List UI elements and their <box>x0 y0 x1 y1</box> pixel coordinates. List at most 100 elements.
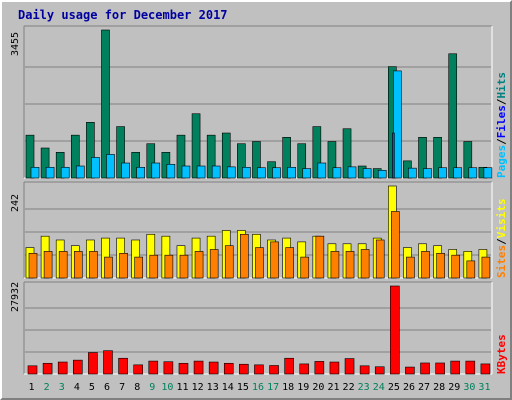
bar-kbytes-day-18 <box>284 357 294 375</box>
day-label-5: 5 <box>89 382 95 393</box>
ymax-label: 27932 <box>10 282 21 312</box>
bar-sites-day-4 <box>73 251 83 279</box>
day-label-31: 31 <box>478 382 490 393</box>
day-label-12: 12 <box>192 382 204 393</box>
day-label-26: 26 <box>403 382 415 393</box>
legend-entry: / <box>495 238 508 245</box>
bar-files-day-19 <box>302 168 312 179</box>
bar-sites-day-26 <box>406 256 415 279</box>
bar-sites-day-22 <box>345 251 355 279</box>
bar-sites-day-24 <box>375 239 385 279</box>
bar-hits-day-21 <box>327 141 337 179</box>
bar-files-day-1 <box>30 166 40 179</box>
bar-files-day-16 <box>257 167 266 179</box>
bar-sites-day-23 <box>360 249 370 279</box>
bar-sites-day-7 <box>119 252 128 279</box>
legend-entry: / <box>495 98 508 105</box>
bar-kbytes-day-4 <box>72 359 83 375</box>
bar-kbytes-day-19 <box>299 363 310 375</box>
chart-title: Daily usage for December 2017 <box>18 8 228 22</box>
bar-files-day-23 <box>362 168 372 179</box>
bar-hits-day-9 <box>146 143 156 179</box>
bar-hits-day-27 <box>418 137 427 179</box>
bar-files-day-26 <box>408 167 417 179</box>
bar-sites-day-28 <box>436 252 445 279</box>
bar-sites-day-2 <box>43 251 53 279</box>
bar-hits-day-4 <box>70 134 80 179</box>
day-label-9: 9 <box>149 382 155 393</box>
bar-files-day-6 <box>106 154 115 179</box>
bar-hits-day-12 <box>191 113 201 179</box>
bar-sites-day-11 <box>179 254 189 279</box>
legend-entry: Files <box>495 105 508 138</box>
bar-kbytes-day-8 <box>133 364 143 375</box>
bar-kbytes-day-24 <box>374 366 385 375</box>
bar-kbytes-day-26 <box>405 366 415 375</box>
day-label-28: 28 <box>433 382 445 393</box>
bar-sites-day-10 <box>164 254 174 279</box>
bar-kbytes-day-2 <box>42 362 53 375</box>
bar-sites-day-3 <box>58 251 68 279</box>
day-label-18: 18 <box>282 382 294 393</box>
day-label-10: 10 <box>161 382 173 393</box>
bar-sites-day-6 <box>104 256 113 279</box>
bar-files-day-5 <box>91 157 100 179</box>
bar-hits-day-8 <box>131 151 140 179</box>
bar-hits-day-3 <box>55 151 65 179</box>
bar-files-day-18 <box>287 166 296 179</box>
legend-entry: Sites <box>495 245 508 278</box>
day-label-15: 15 <box>237 382 249 393</box>
bar-hits-day-28 <box>433 137 442 179</box>
bar-hits-day-2 <box>40 147 50 179</box>
bar-files-day-2 <box>45 166 55 179</box>
day-label-27: 27 <box>418 382 430 393</box>
day-label-17: 17 <box>267 382 279 393</box>
bar-files-day-15 <box>242 166 251 179</box>
bar-hits-day-22 <box>342 128 352 179</box>
day-label-23: 23 <box>358 382 370 393</box>
series-legend: Sites/Visits <box>495 199 508 279</box>
bar-kbytes-day-30 <box>465 360 476 375</box>
bar-sites-day-8 <box>134 256 143 279</box>
bar-sites-day-19 <box>300 256 310 279</box>
day-label-29: 29 <box>448 382 460 393</box>
bar-kbytes-day-27 <box>420 362 430 375</box>
bar-sites-day-21 <box>330 251 340 279</box>
bar-sites-day-13 <box>209 249 219 279</box>
bar-files-day-11 <box>181 165 191 179</box>
bar-hits-day-5 <box>86 122 95 179</box>
panel-visits_sites: 242 Sites/Visits <box>10 181 508 279</box>
bar-kbytes-day-1 <box>27 365 38 375</box>
bar-kbytes-day-22 <box>344 358 355 375</box>
bar-sites-day-27 <box>421 251 430 279</box>
bar-files-day-3 <box>60 166 70 179</box>
bar-sites-day-1 <box>28 252 38 279</box>
bar-hits-day-13 <box>206 134 216 179</box>
day-label-13: 13 <box>207 382 219 393</box>
bar-kbytes-day-14 <box>223 362 234 375</box>
bar-sites-day-20 <box>315 235 325 279</box>
bar-sites-day-9 <box>149 254 159 279</box>
bar-files-day-7 <box>121 162 130 179</box>
bar-kbytes-day-3 <box>57 361 68 375</box>
bar-kbytes-day-28 <box>435 362 445 375</box>
panel-background <box>24 282 492 374</box>
day-label-20: 20 <box>312 382 324 393</box>
bar-hits-day-1 <box>25 134 35 179</box>
bar-sites-day-25 <box>391 211 400 279</box>
bar-kbytes-day-15 <box>239 363 249 375</box>
bar-kbytes-day-25 <box>390 285 400 375</box>
bar-sites-day-5 <box>89 251 98 279</box>
legend-entry: KBytes <box>495 334 508 374</box>
day-label-30: 30 <box>463 382 475 393</box>
bar-sites-day-12 <box>194 251 204 279</box>
bar-hits-day-29 <box>448 53 458 179</box>
bar-hits-day-14 <box>221 132 231 179</box>
bar-sites-day-16 <box>255 247 264 279</box>
bar-kbytes-day-16 <box>254 364 264 375</box>
bar-files-day-10 <box>166 163 176 179</box>
day-label-21: 21 <box>327 382 339 393</box>
bar-files-day-8 <box>136 166 145 179</box>
